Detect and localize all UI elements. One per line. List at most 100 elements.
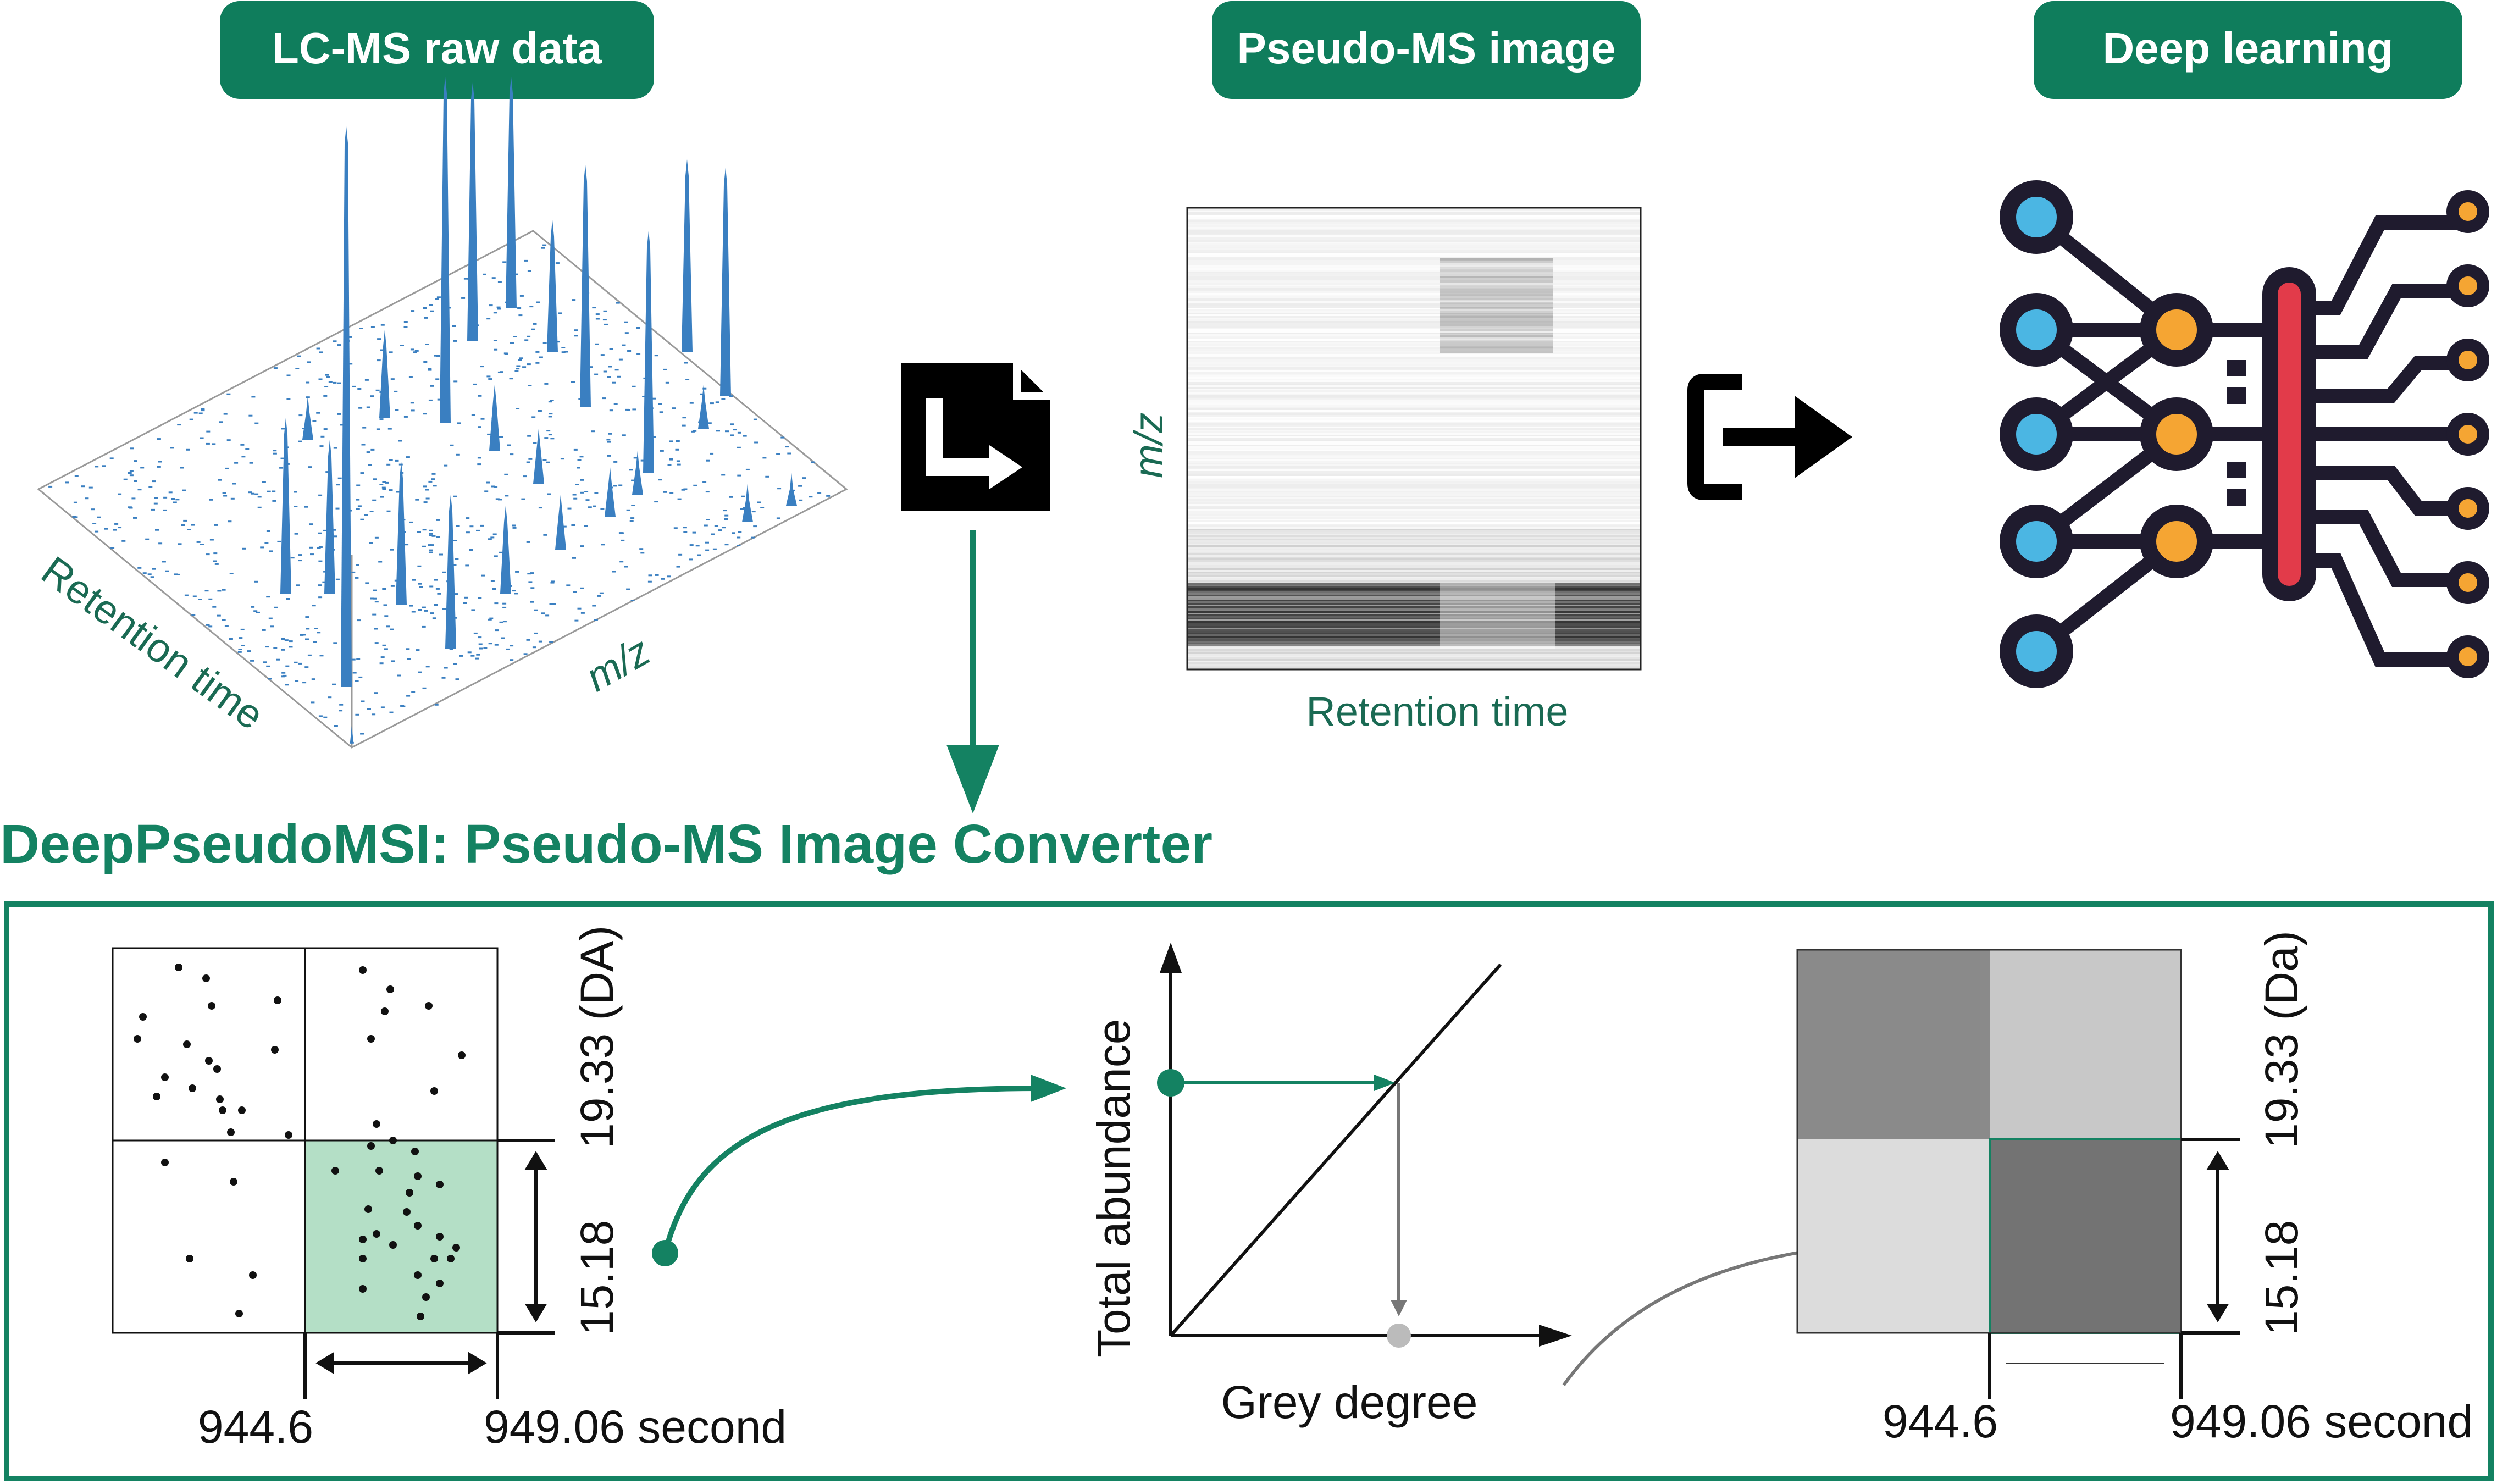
image-streak: [1188, 400, 1640, 402]
converter-frame: [4, 901, 2494, 1481]
raw-dot: [302, 682, 307, 684]
image-streak: [1188, 242, 1640, 243]
image-cluster: [1440, 324, 1553, 326]
image-streak: [1188, 553, 1640, 555]
image-streak: [1188, 629, 1640, 631]
raw-dot: [493, 312, 497, 314]
raw-dot: [692, 531, 696, 534]
raw-dot: [541, 612, 545, 614]
raw-dot: [232, 483, 236, 485]
raw-dot: [281, 428, 285, 430]
raw-dot: [454, 593, 458, 595]
raw-dot: [528, 385, 532, 386]
lcms-3d-plot: [37, 77, 848, 749]
raw-dot: [152, 480, 156, 483]
raw-dot: [549, 641, 553, 643]
raw-dot: [357, 505, 362, 507]
image-cluster: [1440, 296, 1553, 298]
raw-dot: [580, 479, 584, 481]
image-streak: [1188, 369, 1640, 370]
raw-dot: [423, 361, 428, 363]
raw-dot: [689, 558, 693, 561]
raw-dot: [702, 387, 707, 390]
grid-dot: [274, 996, 281, 1004]
raw-dot: [555, 262, 560, 264]
raw-dot: [302, 634, 306, 636]
raw-dot: [385, 481, 389, 484]
raw-dot: [497, 281, 502, 283]
raw-dot: [624, 332, 629, 334]
raw-dot: [406, 456, 410, 458]
raw-dot: [253, 610, 258, 612]
grid-dot: [183, 1040, 191, 1048]
image-streak: [1188, 611, 1640, 613]
image-streak: [1188, 605, 1640, 606]
raw-dot: [675, 448, 679, 451]
raw-dot: [198, 599, 202, 600]
image-streak: [1188, 417, 1640, 418]
raw-peak: [280, 418, 291, 594]
raw-dot: [528, 458, 533, 460]
image-streak: [1188, 272, 1640, 273]
raw-dot: [633, 457, 638, 459]
image-streak: [1188, 601, 1640, 603]
raw-dot: [351, 658, 356, 661]
image-streak: [1188, 618, 1640, 619]
raw-dot: [250, 660, 254, 662]
raw-dot: [429, 304, 433, 306]
image-cluster: [1440, 263, 1553, 265]
raw-dot: [710, 402, 714, 405]
raw-dot: [129, 474, 134, 477]
raw-dot: [549, 603, 553, 605]
raw-dot: [624, 566, 628, 568]
raw-dot: [153, 502, 158, 505]
raw-peak: [547, 220, 558, 352]
raw-dot: [513, 336, 517, 337]
image-cluster: [1440, 265, 1553, 267]
image-streak: [1188, 606, 1640, 608]
image-streak: [1188, 631, 1640, 633]
raw-dot: [678, 553, 683, 556]
raw-dot: [593, 505, 596, 507]
image-cluster: [1440, 309, 1553, 311]
raw-dot: [639, 548, 644, 550]
raw-dot: [398, 463, 403, 466]
raw-dot: [180, 467, 184, 469]
raw-dot: [189, 418, 193, 420]
raw-dot: [318, 532, 322, 534]
raw-dot: [389, 711, 394, 713]
raw-peak: [500, 506, 511, 594]
image-streak: [1188, 309, 1640, 311]
grid-dot: [417, 1313, 424, 1320]
raw-dot: [377, 359, 381, 362]
raw-dot: [289, 646, 293, 648]
raw-dot: [356, 508, 360, 510]
image-streak: [1188, 489, 1640, 491]
grid-dot: [386, 985, 394, 993]
grid-dot: [249, 1271, 257, 1279]
raw-dot: [407, 658, 411, 660]
raw-dot: [604, 323, 608, 325]
raw-dot: [333, 340, 337, 342]
raw-dot: [437, 593, 441, 595]
raw-dot: [274, 606, 278, 608]
raw-dot: [697, 554, 701, 556]
raw-dot: [622, 434, 626, 436]
image-cluster: [1440, 322, 1553, 324]
raw-dot: [411, 409, 415, 412]
raw-dot: [721, 398, 726, 400]
raw-dot: [721, 474, 726, 476]
raw-dot: [546, 430, 551, 432]
image-streak: [1188, 445, 1640, 446]
raw-dot: [487, 433, 491, 435]
grid-dot: [364, 1205, 372, 1213]
raw-dot: [661, 578, 665, 580]
raw-dot: [396, 491, 400, 493]
image-streak: [1188, 331, 1640, 333]
raw-dot: [163, 496, 168, 499]
image-streak: [1188, 257, 1640, 258]
raw-dot: [191, 614, 196, 616]
raw-dot: [131, 497, 136, 500]
raw-dot: [669, 458, 673, 461]
raw-dot: [298, 662, 302, 665]
